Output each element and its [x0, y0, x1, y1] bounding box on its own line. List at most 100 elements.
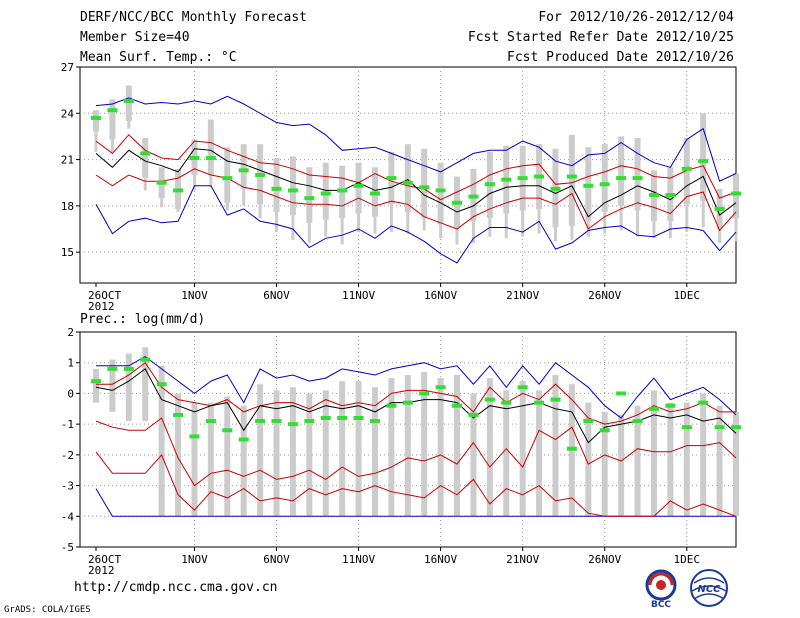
header-left: DERF/NCC/BCC Monthly Forecast Member Siz…	[80, 10, 307, 70]
mean-marker	[665, 193, 676, 198]
box-whisker	[668, 221, 672, 239]
x-tick-label: 26NOV	[588, 289, 621, 302]
y-tick-label: 0	[67, 387, 74, 400]
box-whisker	[160, 198, 164, 208]
box-bar	[421, 148, 428, 219]
box-whisker	[504, 213, 508, 239]
y-tick-label: 27	[61, 61, 74, 74]
x-tick-label: 21NOV	[506, 289, 539, 302]
box-bar	[289, 387, 296, 517]
mean-marker	[238, 168, 249, 173]
box-bar	[355, 162, 362, 214]
box-bar	[601, 144, 608, 213]
mean-marker	[714, 206, 725, 211]
mean-marker	[123, 98, 134, 103]
y-tick-label: -4	[61, 510, 75, 523]
box-whisker	[603, 212, 607, 234]
x-tick-label: 21NOV	[506, 553, 539, 566]
mean-marker	[566, 446, 577, 451]
box-bar	[306, 167, 313, 223]
mean-marker	[189, 156, 200, 161]
box-bar	[700, 113, 707, 202]
box-bar	[519, 381, 526, 517]
temperature-chart: 15 18 21 24 27 26OCT 1NOV 6NOV 11NOV 16NOV 21NOV 26…	[61, 61, 741, 313]
mean-marker	[484, 397, 495, 402]
y-tick-label: 24	[61, 107, 75, 120]
box-bar	[257, 384, 264, 517]
x-tick-label: 1DEC	[674, 289, 701, 302]
source-url[interactable]: http://cmdp.ncc.cma.gov.cn	[74, 580, 278, 595]
box-bar	[667, 402, 674, 517]
mean-marker	[320, 191, 331, 196]
box-whisker	[324, 219, 328, 237]
mean-marker	[435, 188, 446, 193]
box-bar	[273, 390, 280, 517]
mean-marker	[107, 366, 118, 371]
box-whisker	[373, 216, 377, 234]
mean-marker	[173, 188, 184, 193]
mean-marker	[402, 180, 413, 185]
mean-marker	[435, 385, 446, 390]
box-whisker	[718, 229, 722, 243]
mean-marker	[271, 186, 282, 191]
box-bar	[733, 411, 739, 517]
box-bar	[371, 387, 378, 517]
mean-marker	[353, 416, 364, 420]
box-bar	[240, 144, 247, 189]
box-bar	[421, 371, 428, 517]
x-tick-label: 26OCT	[88, 289, 121, 302]
box-whisker	[701, 201, 705, 228]
box-bar	[109, 99, 116, 140]
mean-marker	[402, 400, 413, 405]
mean-marker	[287, 188, 298, 193]
mean-marker	[648, 406, 659, 411]
box-bar	[404, 144, 411, 213]
precipitation-chart: -5 -4 -3 -2 -1 0 1 2 26OCT 1NOV 6NOV 11NOV 16NOV 21NO…	[61, 326, 741, 577]
box-bar	[683, 137, 690, 205]
box-whisker	[553, 227, 557, 242]
mean-marker	[304, 196, 315, 201]
mean-marker	[156, 180, 167, 185]
forecast-title: DERF/NCC/BCC Monthly Forecast	[80, 10, 307, 25]
x-tick-label: 26NOV	[588, 553, 621, 566]
mean-marker	[648, 193, 659, 198]
mean-marker	[468, 412, 479, 417]
mean-marker	[238, 437, 249, 442]
box-whisker	[94, 131, 98, 152]
box-bar	[355, 381, 362, 517]
box-bar	[486, 378, 493, 517]
precip-title: Prec.: log(mm/d)	[80, 312, 205, 327]
x-tick-label: 16NOV	[424, 553, 457, 566]
box-whisker	[619, 205, 623, 231]
y-tick-label: -5	[61, 541, 74, 554]
mean-marker	[616, 391, 627, 396]
mean-marker	[599, 428, 610, 433]
p10b-line	[95, 451, 737, 517]
box-whisker	[192, 175, 196, 191]
box-bar	[437, 162, 444, 225]
box-bar	[601, 411, 608, 517]
mean-marker	[320, 416, 331, 420]
box-whisker	[209, 175, 213, 188]
x-tick-label: 16NOV	[424, 289, 457, 302]
box-bar	[125, 85, 132, 121]
mean-marker	[386, 403, 397, 408]
mean-marker	[665, 403, 676, 408]
header-right: For 2012/10/26-2012/12/04 Fcst Started R…	[468, 10, 734, 70]
mean-marker	[681, 425, 692, 430]
x-tick-label: 1NOV	[181, 553, 208, 566]
box-bar	[142, 347, 149, 422]
max-line	[95, 95, 737, 182]
median-line	[95, 368, 737, 444]
p10-line	[95, 168, 737, 232]
ncc-logo-icon: NCC	[690, 569, 728, 607]
box-whisker	[291, 215, 295, 240]
box-whisker	[307, 222, 311, 243]
box-whisker	[406, 212, 410, 234]
box-bar	[191, 402, 198, 517]
y-tick-label: 18	[61, 200, 74, 213]
mean-marker	[287, 422, 298, 427]
x-year-label: 2012	[88, 300, 115, 313]
ncc-logo-text: NCC	[697, 584, 721, 595]
box-bar	[306, 393, 313, 517]
